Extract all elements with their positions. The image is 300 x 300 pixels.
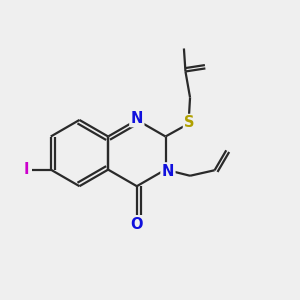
Text: O: O	[130, 217, 143, 232]
Text: S: S	[184, 115, 195, 130]
Text: I: I	[23, 162, 29, 177]
Text: N: N	[130, 111, 143, 126]
Text: N: N	[162, 164, 174, 179]
